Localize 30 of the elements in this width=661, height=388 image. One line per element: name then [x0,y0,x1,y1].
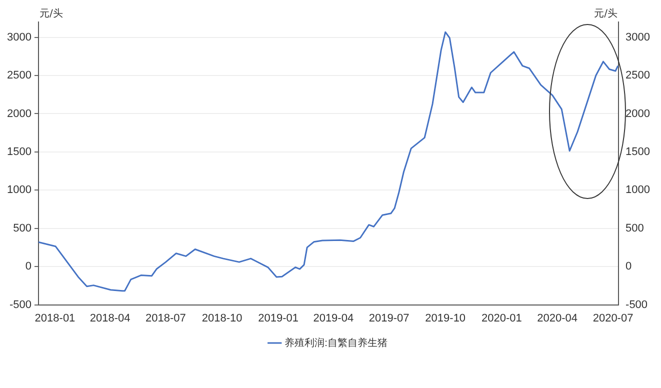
x-tick-label: 2019-07 [368,312,410,324]
y2-tick-label: 1500 [626,146,650,158]
x-tick-label: 2019-10 [425,312,466,324]
y-tick-label: 2500 [6,70,32,82]
x-tick-label: 2020-01 [481,312,522,324]
y2-tick-label: -500 [626,298,648,311]
y-tick-label: 1000 [6,184,32,196]
y2-tick-label: 500 [626,222,644,234]
y2-tick-label: 2000 [626,108,650,120]
x-tick-label: 2019-01 [258,312,299,324]
x-tick-label: 2020-04 [537,312,578,324]
y-tick-label: 0 [25,260,32,273]
y-tick-label: -500 [9,298,32,311]
y-tick-label: 3000 [6,31,32,44]
y2-tick-label: 1000 [626,184,650,196]
x-tick-label: 2018-01 [34,312,76,324]
y-tick-label: 500 [13,222,32,234]
y2-axis-title: 元/头 [594,8,618,20]
y2-tick-label: 3000 [626,31,650,44]
x-tick-label: 2020-07 [592,312,634,324]
legend-label: 养殖利润:自繁自养生猪 [284,336,388,349]
x-tick-label: 2019-04 [313,312,354,324]
y2-tick-label: 2500 [626,70,650,82]
y2-tick-label: 0 [626,260,632,273]
y-tick-label: 1500 [6,146,32,158]
x-tick-label: 2018-07 [146,312,186,324]
x-tick-label: 2018-04 [90,312,130,324]
y-axis-title: 元/头 [39,8,63,20]
y-tick-label: 2000 [6,108,32,120]
x-tick-label: 2018-10 [202,312,242,324]
